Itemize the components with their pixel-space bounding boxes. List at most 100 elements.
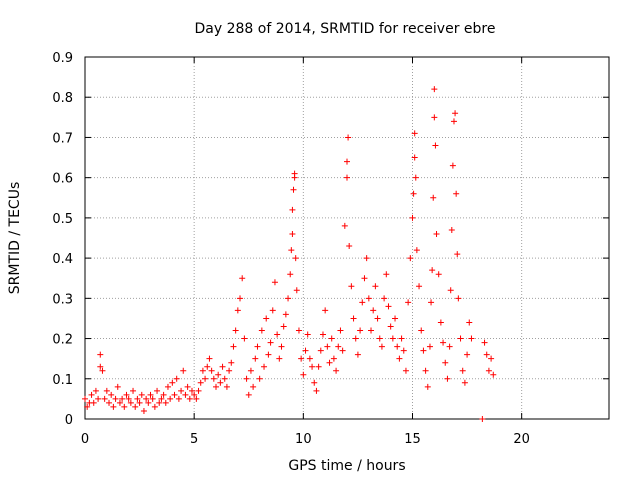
data-point [409, 214, 416, 221]
x-tick-label: 5 [190, 432, 198, 447]
x-tick-label: 20 [513, 432, 530, 447]
data-point [400, 347, 407, 354]
data-point [169, 379, 176, 386]
y-tick-label: 0.4 [52, 252, 73, 267]
data-point [354, 351, 361, 358]
data-point [413, 247, 420, 254]
data-point [223, 383, 230, 390]
data-point [293, 287, 300, 294]
data-point [295, 327, 302, 334]
data-point [339, 347, 346, 354]
data-point [313, 387, 320, 394]
data-point [256, 375, 263, 382]
data-point [433, 230, 440, 237]
data-point [483, 351, 490, 358]
data-point [147, 391, 154, 398]
data-point [432, 142, 439, 149]
data-point [333, 367, 340, 374]
data-point [383, 271, 390, 278]
axis-ticks: 0 0.1 0.2 0.3 0.4 0.5 0.6 0.7 0.8 0.9 0 5 10 15 20 [52, 51, 609, 447]
data-point [317, 347, 324, 354]
data-point [466, 319, 473, 326]
y-tick-label: 0.6 [52, 172, 73, 187]
data-point [376, 335, 383, 342]
data-point [132, 403, 139, 410]
data-point [453, 190, 460, 197]
data-point [134, 395, 141, 402]
data-point [454, 251, 461, 258]
data-point [125, 395, 132, 402]
x-tick-label: 10 [295, 432, 312, 447]
data-point [365, 295, 372, 302]
data-point [298, 355, 305, 362]
data-point [250, 383, 257, 390]
data-point [271, 279, 278, 286]
data-point [247, 367, 254, 374]
data-point [368, 327, 375, 334]
data-point [154, 387, 161, 394]
data-point [97, 351, 104, 358]
data-point [182, 391, 189, 398]
data-point [204, 363, 211, 370]
data-point [254, 343, 261, 350]
data-point [184, 383, 191, 390]
data-point [447, 287, 454, 294]
data-point [114, 383, 121, 390]
data-point [213, 383, 219, 390]
data-point [123, 391, 130, 398]
data-point [302, 347, 309, 354]
data-point [416, 283, 423, 290]
data-point [435, 271, 442, 278]
data-point [344, 158, 350, 165]
data-point [424, 383, 431, 390]
data-point [243, 375, 250, 382]
data-point [158, 395, 165, 402]
data-point [261, 363, 268, 370]
data-point [239, 275, 246, 282]
data-point [280, 323, 287, 330]
data-point [145, 399, 152, 406]
data-point [392, 315, 399, 322]
data-point [151, 403, 158, 410]
data-point [197, 379, 204, 386]
y-tick-label: 0.2 [52, 333, 73, 348]
data-point [490, 371, 497, 378]
data-point [164, 383, 171, 390]
data-point [130, 387, 137, 394]
data-point [167, 395, 174, 402]
data-point [468, 335, 475, 342]
y-axis-label: SRMTID / TECUs [7, 182, 23, 295]
data-point [402, 367, 409, 374]
data-point [444, 375, 451, 382]
data-point [431, 86, 438, 93]
data-point [160, 391, 167, 398]
data-point [387, 323, 394, 330]
data-point [452, 110, 459, 117]
data-point [110, 403, 117, 410]
data-point [106, 399, 113, 406]
data-point [230, 343, 237, 350]
data-point [357, 327, 364, 334]
data-point [352, 335, 359, 342]
data-point [241, 335, 248, 342]
data-point [326, 359, 333, 366]
data-point [448, 226, 455, 233]
data-point [180, 367, 187, 374]
data-point [464, 351, 471, 358]
data-point [346, 243, 353, 250]
data-point [175, 395, 182, 402]
data-point [82, 395, 88, 402]
data-point [245, 391, 252, 398]
data-point [330, 355, 337, 362]
data-point [221, 375, 228, 382]
data-point [90, 399, 97, 406]
data-point [173, 375, 180, 382]
x-tick-label: 0 [81, 432, 89, 447]
data-point [396, 355, 403, 362]
data-point [311, 379, 318, 386]
data-point [322, 307, 329, 314]
data-point [193, 395, 200, 402]
data-point [289, 230, 296, 237]
data-point [178, 387, 185, 394]
data-point [232, 327, 239, 334]
